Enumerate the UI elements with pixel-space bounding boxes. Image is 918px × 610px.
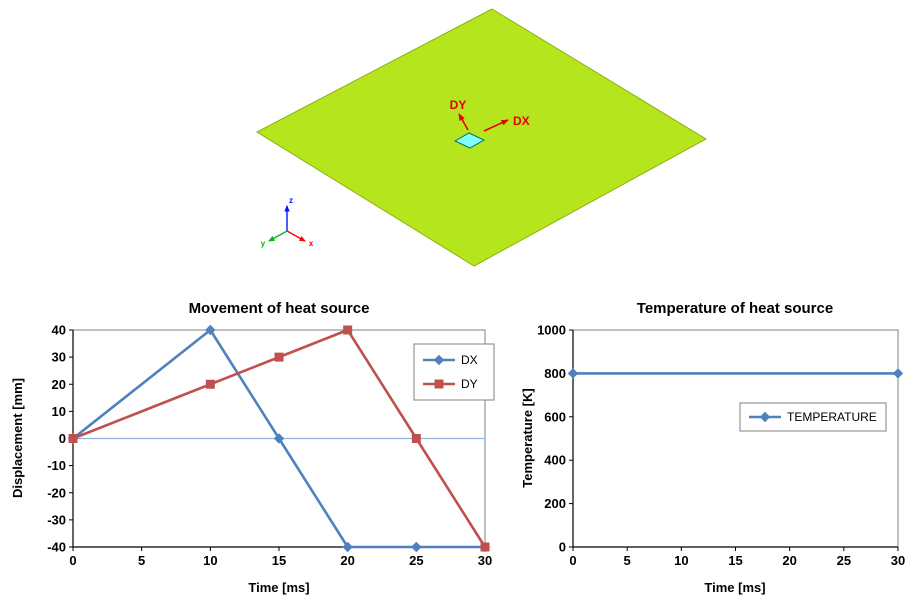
movement-chart: 40 30 20 10 0 -10 -20 -30 -40 0 5 10 15 20 25 30 Movemen… — [8, 295, 513, 610]
x-tick-label: 30 — [478, 553, 492, 568]
y-axis-title: Displacement [mm] — [10, 378, 25, 498]
triad-x-label: x — [309, 239, 314, 248]
x-tick-label: 5 — [624, 553, 631, 568]
x-tick-label: 10 — [674, 553, 688, 568]
x-axis-title: Time [ms] — [248, 580, 309, 595]
y-tick-label: 40 — [52, 323, 66, 338]
plot-border — [572, 329, 899, 548]
series-marker-DX — [411, 541, 422, 553]
legend-marker-DY — [434, 379, 444, 389]
series-marker-DY — [411, 434, 421, 443]
y-tick-label: 30 — [52, 350, 66, 365]
y-tick-label: 200 — [544, 496, 566, 511]
x-tick-label: 0 — [569, 553, 576, 568]
series-marker-DX — [205, 324, 216, 336]
x-tick-label: 25 — [409, 553, 423, 568]
y-tick-label: -10 — [47, 458, 66, 473]
chart-svg: 1000 800 600 400 200 00 5 10 15 20 25 30 Temperature… — [520, 300, 905, 595]
x-tick-label: 5 — [138, 553, 145, 568]
series-marker-DY — [343, 325, 353, 335]
y-tick-label: 0 — [559, 540, 566, 555]
legend-label-DX: DX — [461, 353, 478, 367]
y-tick-label: 0 — [59, 431, 66, 446]
series-line-DX — [72, 328, 485, 549]
x-tick-label: 15 — [728, 553, 742, 568]
series-line-DY — [72, 328, 487, 548]
legend-label-TEMPERATURE: TEMPERATURE — [787, 410, 877, 424]
chart-title: Temperature of heat source — [637, 300, 833, 317]
dx-arrow — [483, 119, 509, 132]
triad-y-axis — [268, 230, 288, 242]
y-tick-label: 400 — [544, 453, 566, 468]
heat-source-patch — [453, 132, 486, 149]
x-tick-label: 10 — [203, 553, 217, 568]
y-tick-label: -40 — [47, 540, 66, 555]
series-marker-DX — [342, 541, 353, 553]
triad-x-axis — [286, 230, 306, 242]
series-marker-DY — [68, 434, 78, 443]
chart-title: Movement of heat source — [189, 300, 370, 317]
temperature-chart: 1000 800 600 400 200 0 0 5 10 15 20 25 30 Temperature… — [518, 295, 916, 610]
y-tick-label: 10 — [52, 404, 66, 419]
plate-surface — [255, 8, 708, 267]
y-tick-label: -20 — [47, 485, 66, 500]
legend-marker-DX — [433, 354, 445, 366]
y-axis-title: Temperature [K] — [520, 388, 535, 487]
series-marker-TEMPERATURE — [892, 368, 904, 379]
triad-z-label: z — [289, 196, 293, 205]
x-tick-label: 0 — [69, 553, 76, 568]
model-view: DX DY z x y — [255, 8, 708, 267]
x-tick-label: 30 — [891, 553, 905, 568]
series-marker-TEMPERATURE — [567, 368, 579, 379]
x-tick-label: 20 — [340, 553, 354, 568]
dy-label: DY — [450, 98, 467, 112]
dy-arrow — [458, 113, 469, 131]
y-tick-label: -30 — [47, 512, 66, 527]
series-marker-DY — [274, 352, 284, 362]
y-tick-label: 20 — [52, 377, 66, 392]
legend-label-DY: DY — [461, 377, 478, 391]
dx-label: DX — [513, 114, 530, 128]
triad-y-label: y — [261, 239, 266, 248]
x-tick-label: 15 — [272, 553, 286, 568]
legend-box — [413, 343, 495, 401]
series-marker-DX — [273, 433, 285, 444]
series-marker-DY — [205, 379, 215, 389]
x-tick-label: 20 — [782, 553, 796, 568]
x-axis-title: Time [ms] — [704, 580, 765, 595]
legend-marker-TEMPERATURE — [759, 411, 771, 423]
y-tick-label: 1000 — [537, 323, 566, 338]
y-tick-label: 600 — [544, 409, 566, 424]
y-tick-label: 800 — [544, 366, 566, 381]
series-marker-DY — [480, 542, 490, 552]
x-tick-label: 25 — [837, 553, 851, 568]
